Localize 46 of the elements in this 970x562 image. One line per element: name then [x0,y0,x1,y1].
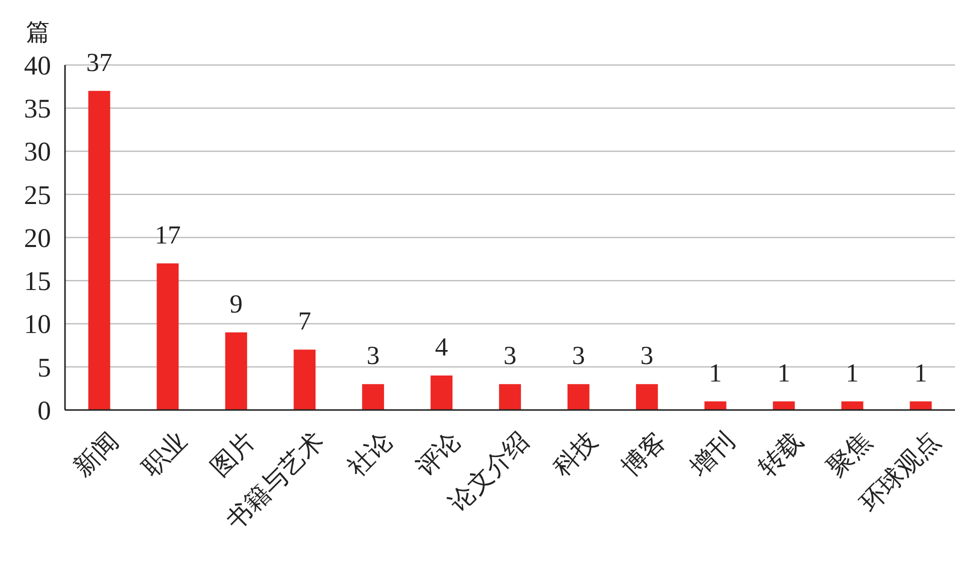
y-axis-title: 篇 [26,20,50,46]
bar [910,401,932,410]
x-tick-label: 增刊 [684,428,740,483]
bar [430,376,452,410]
data-label: 9 [230,289,243,318]
y-tick-label: 20 [24,222,51,253]
x-tick-label: 科技 [548,428,604,482]
x-tick-label: 职业 [138,428,192,482]
x-tick-label: 评论 [412,428,466,482]
data-label: 1 [914,358,928,388]
x-tick-label: 聚焦 [822,428,877,482]
data-label: 3 [504,341,516,370]
x-tick-label: 图片 [206,428,261,482]
y-tick-label: 30 [24,136,51,167]
bar [636,384,658,410]
bar [841,401,864,410]
bar [499,384,521,410]
data-label: 3 [640,341,654,370]
x-tick-label: 转载 [754,428,808,482]
data-label: 3 [572,341,585,370]
bar [568,384,590,410]
data-label: 4 [435,332,448,362]
x-tick-label: 新闻 [68,426,124,482]
y-tick-label: 35 [24,94,51,124]
bar [294,350,316,410]
data-label: 1 [846,358,859,388]
y-tick-label: 0 [38,395,51,426]
bar [704,401,726,410]
data-label: 7 [298,306,312,336]
y-tick-label: 10 [24,309,51,340]
bar [362,384,384,410]
y-tick-label: 25 [24,180,51,210]
y-tick-label: 40 [24,50,51,80]
bar [772,401,795,410]
bar [156,263,179,410]
x-tick-label: 博客 [616,426,672,482]
x-tick-label: 社论 [343,428,398,482]
data-label: 17 [154,220,181,250]
bar [88,90,110,410]
y-tick-label: 5 [38,352,51,382]
data-label: 1 [777,358,790,388]
data-label: 1 [708,358,722,388]
bar [225,332,248,410]
y-tick-label: 15 [24,266,51,296]
data-label: 3 [366,341,380,370]
data-label: 37 [86,48,112,77]
